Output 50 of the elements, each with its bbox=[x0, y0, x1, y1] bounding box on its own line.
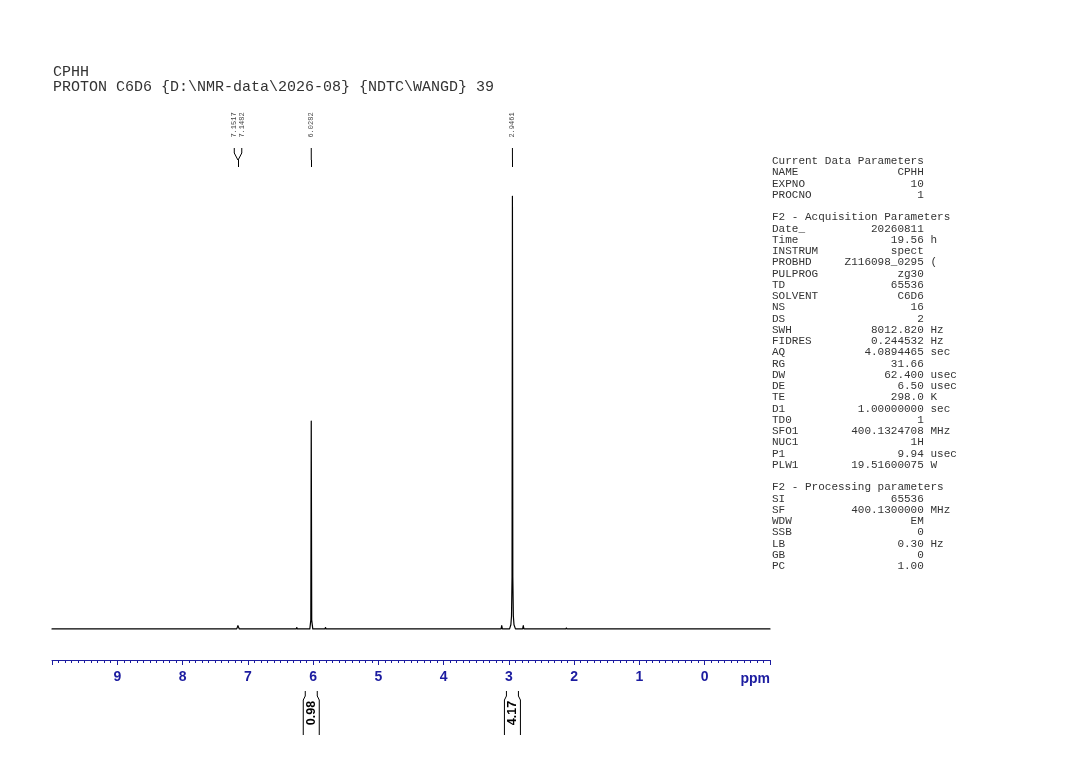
text: NUC1 1H bbox=[772, 436, 925, 449]
text: Current Data Parameters bbox=[772, 155, 925, 168]
text: TE 298.0 K bbox=[772, 391, 939, 404]
x-tick-label: 1 bbox=[635, 668, 644, 684]
text: F2 - Processing parameters bbox=[772, 481, 945, 494]
text: WDW EM bbox=[772, 515, 925, 528]
text: LB 0.30 Hz bbox=[772, 537, 945, 550]
text: PROBHD Z116098_0295 ( bbox=[772, 256, 939, 269]
text: NAME CPHH bbox=[772, 166, 925, 179]
text: PROCNO 1 bbox=[772, 188, 925, 201]
chart-subtitle: PROTON C6D6 {D:\NMR-data\2026-08} {NDTC\WANGD} 39 bbox=[53, 79, 495, 96]
text: TD 65536 bbox=[772, 278, 925, 291]
x-tick-label: 7 bbox=[243, 668, 252, 684]
text: NS 16 bbox=[772, 301, 925, 314]
x-tick-label: 4 bbox=[439, 668, 448, 684]
text: SWH 8012.820 Hz bbox=[772, 323, 945, 336]
text: AQ 4.0894465 sec bbox=[772, 346, 952, 359]
x-tick-label: 5 bbox=[374, 668, 383, 684]
x-tick-label: 3 bbox=[505, 668, 514, 684]
text: Date_ 20260811 bbox=[772, 222, 925, 235]
text: 0.98 bbox=[304, 700, 319, 726]
text: SOLVENT C6D6 bbox=[772, 290, 925, 303]
text: P1 9.94 usec bbox=[772, 447, 957, 460]
text: GB 0 bbox=[772, 548, 925, 561]
text: RG 31.66 bbox=[772, 357, 925, 370]
text: DS 2 bbox=[772, 312, 925, 325]
chart-title: CPHH bbox=[53, 64, 90, 81]
text: TD0 1 bbox=[772, 413, 925, 426]
x-tick-label: 8 bbox=[178, 668, 187, 684]
x-axis-title: ppm bbox=[740, 670, 770, 686]
text: PLW1 19.51600075 W bbox=[772, 458, 939, 471]
text: PULPROG zg30 bbox=[772, 267, 925, 280]
text: FIDRES 0.244532 Hz bbox=[772, 335, 945, 348]
x-tick-label: 9 bbox=[113, 668, 122, 684]
text: D1 1.00000000 sec bbox=[772, 402, 952, 415]
text: SI 65536 bbox=[772, 492, 925, 505]
text: F2 - Acquisition Parameters bbox=[772, 211, 952, 224]
text: EXPNO 10 bbox=[772, 177, 925, 190]
x-tick-label: 2 bbox=[570, 668, 579, 684]
x-tick-label: 0 bbox=[700, 668, 709, 684]
text: Time 19.56 h bbox=[772, 233, 939, 246]
text: SF 400.1300000 MHz bbox=[772, 503, 952, 516]
text: DW 62.400 usec bbox=[772, 368, 957, 381]
text: PC 1.00 bbox=[772, 560, 925, 573]
x-tick-label: 6 bbox=[309, 668, 318, 684]
text: INSTRUM spect bbox=[772, 245, 925, 258]
text: DE 6.50 usec bbox=[772, 380, 957, 393]
text: SSB 0 bbox=[772, 526, 925, 539]
text: 4.17 bbox=[505, 700, 520, 726]
text: SFO1 400.1324708 MHz bbox=[772, 425, 952, 438]
